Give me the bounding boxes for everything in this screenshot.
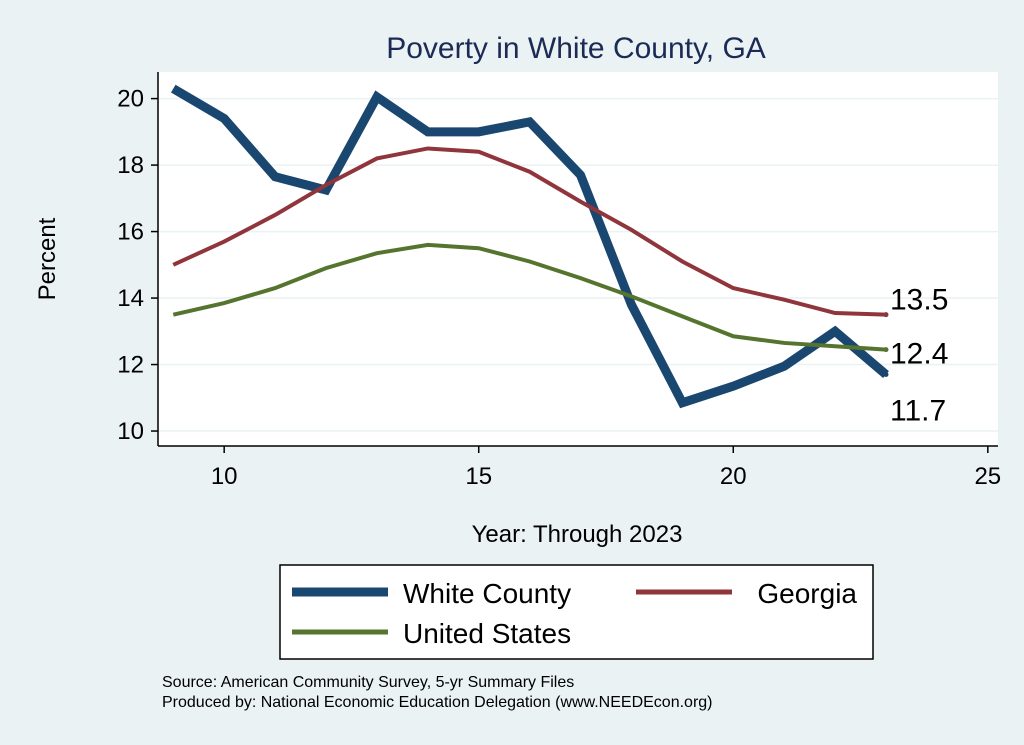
plot-area (158, 72, 998, 446)
end-marker-united-states (883, 347, 889, 353)
x-tick-label: 15 (465, 463, 492, 490)
end-labels: 11.7 13.5 12.4 (890, 284, 948, 428)
series-line-georgia (172, 146, 887, 317)
end-label-united-states: 12.4 (890, 338, 948, 371)
produced-by-note: Produced by: National Economic Education… (162, 694, 713, 711)
legend-box (279, 564, 874, 660)
end-label-white-county: 11.7 (890, 395, 946, 428)
source-note: Source: American Community Survey, 5-yr … (162, 674, 574, 691)
x-tick-label: 10 (211, 463, 238, 490)
axis-ticks: 10 12 14 16 18 20 10 15 20 25 (117, 86, 1001, 490)
chart-title: Poverty in White County, GA (386, 32, 766, 65)
legend-label-white-county: White County (403, 578, 571, 609)
y-tick-label: 20 (117, 86, 144, 113)
legend-label-united-states: United States (403, 618, 571, 649)
y-tick-label: 18 (117, 152, 144, 179)
gridlines (158, 97, 998, 432)
y-tick-label: 14 (117, 285, 144, 312)
end-marker-white-county (883, 372, 889, 378)
end-label-georgia: 13.5 (890, 284, 948, 317)
legend: White County Georgia United States (292, 578, 857, 649)
legend-label-georgia: Georgia (757, 578, 857, 609)
x-axis-label: Year: Through 2023 (472, 521, 683, 548)
series-line-united-states (172, 242, 887, 352)
series-line-white-county (170, 84, 889, 409)
y-tick-label: 10 (117, 418, 144, 445)
y-tick-label: 12 (117, 352, 144, 379)
series-lines (170, 84, 889, 409)
x-tick-label: 20 (720, 463, 747, 490)
y-tick-label: 16 (117, 219, 144, 246)
x-tick-label: 25 (974, 463, 1001, 490)
end-marker-georgia (883, 312, 889, 318)
y-axis-label: Percent (34, 217, 61, 300)
